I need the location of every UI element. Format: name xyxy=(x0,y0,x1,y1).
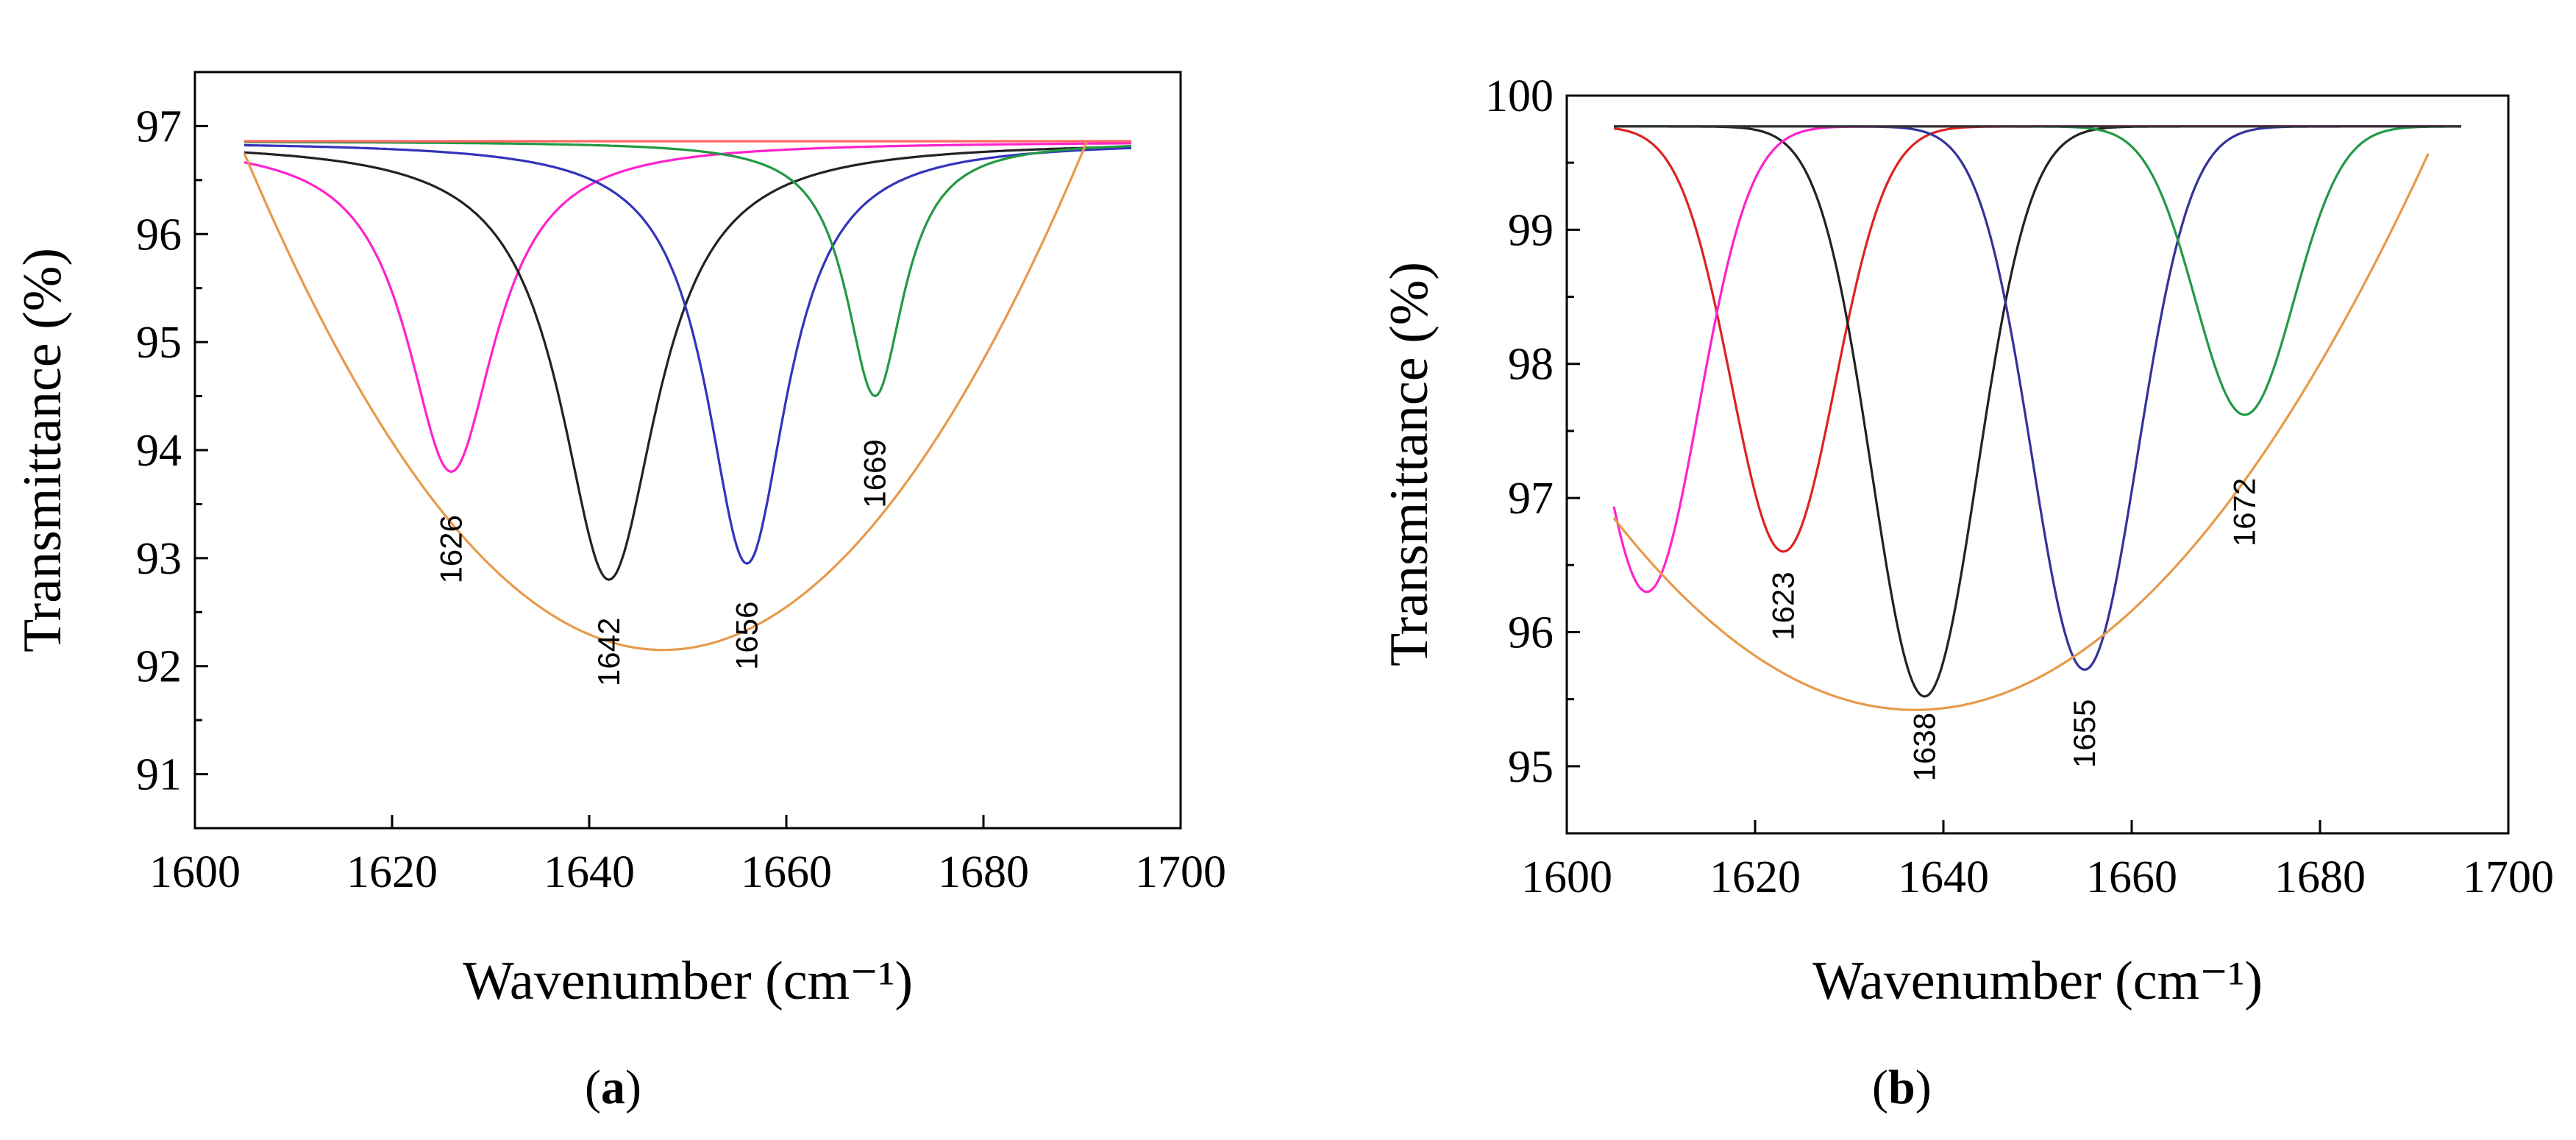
y-tick-label-a: 97 xyxy=(136,101,182,152)
series-envelope-b xyxy=(1612,153,2430,711)
peak-label-a: 1642 xyxy=(591,618,626,686)
x-tick-label-b: 1620 xyxy=(1709,852,1801,902)
peak-label-a: 1626 xyxy=(433,515,468,583)
peak-label-a: 1669 xyxy=(858,439,892,507)
series-envelope-a xyxy=(243,140,1089,652)
y-tick-label-a: 91 xyxy=(136,750,182,800)
plot-frame-a xyxy=(193,71,1182,830)
y-tick-label-a: 94 xyxy=(136,426,182,476)
series-1642-a xyxy=(243,145,1132,581)
x-axis-title-a: Wavenumber (cm⁻¹) xyxy=(463,951,913,1011)
x-tick-label-a: 1700 xyxy=(1135,847,1226,897)
y-axis-title-a: Transmittance (%) xyxy=(13,248,73,652)
series-1626-a xyxy=(243,142,1131,474)
y-tick-label-a: 96 xyxy=(136,210,182,260)
y-axis-title-b: Transmittance (%) xyxy=(1379,262,1440,666)
peak-label-b: 1672 xyxy=(2227,478,2262,546)
peak-label-b: 1623 xyxy=(1765,571,1800,640)
panel-label-b: (b) xyxy=(1872,1061,1932,1114)
x-tick-label-a: 1680 xyxy=(938,847,1029,897)
panel-label-a: (a) xyxy=(585,1061,641,1114)
y-tick-label-a: 95 xyxy=(136,318,182,368)
x-tick-label-b: 1660 xyxy=(2086,852,2177,902)
plot-frame-b xyxy=(1565,94,2510,835)
panel-label-b-letter: b xyxy=(1888,1061,1915,1114)
peak-label-a: 1656 xyxy=(729,602,764,670)
series-1672-b xyxy=(1614,125,2461,416)
series-1655-b xyxy=(1614,125,2461,671)
chart-b: 1600 1620 1640 1660 1680 1700 95 96 97 98 99 100 16… xyxy=(1379,71,2554,1114)
series-1656-a xyxy=(244,143,1132,565)
x-tick-label-b: 1600 xyxy=(1521,852,1612,902)
x-tick-label-a: 1600 xyxy=(149,847,241,897)
y-tick-label-b: 99 xyxy=(1508,205,1554,255)
x-tick-label-a: 1620 xyxy=(346,847,438,897)
series-1608-b xyxy=(1612,125,2461,594)
peak-label-b: 1655 xyxy=(2067,699,2102,768)
series-1669-a xyxy=(244,140,1132,398)
x-tick-label-a: 1640 xyxy=(544,847,635,897)
y-tick-label-a: 93 xyxy=(136,534,182,584)
peak-label-b: 1638 xyxy=(1907,713,1941,781)
y-tick-label-b: 96 xyxy=(1508,608,1554,658)
y-tick-label-b: 97 xyxy=(1508,474,1554,524)
y-tick-label-b: 100 xyxy=(1485,71,1554,121)
x-tick-label-a: 1660 xyxy=(741,847,832,897)
y-tick-label-a: 92 xyxy=(136,642,182,692)
panel-label-a-letter: a xyxy=(601,1061,625,1114)
x-axis-title-b: Wavenumber (cm⁻¹) xyxy=(1812,951,2263,1011)
y-tick-label-b: 95 xyxy=(1508,742,1554,792)
x-tick-label-b: 1700 xyxy=(2463,852,2554,902)
x-tick-label-b: 1640 xyxy=(1898,852,1989,902)
chart-a: 1600 1620 1640 1660 1680 1700 91 92 93 94 95 96 97 1… xyxy=(13,71,1226,1114)
y-tick-label-b: 98 xyxy=(1508,340,1554,390)
x-tick-label-b: 1680 xyxy=(2274,852,2366,902)
